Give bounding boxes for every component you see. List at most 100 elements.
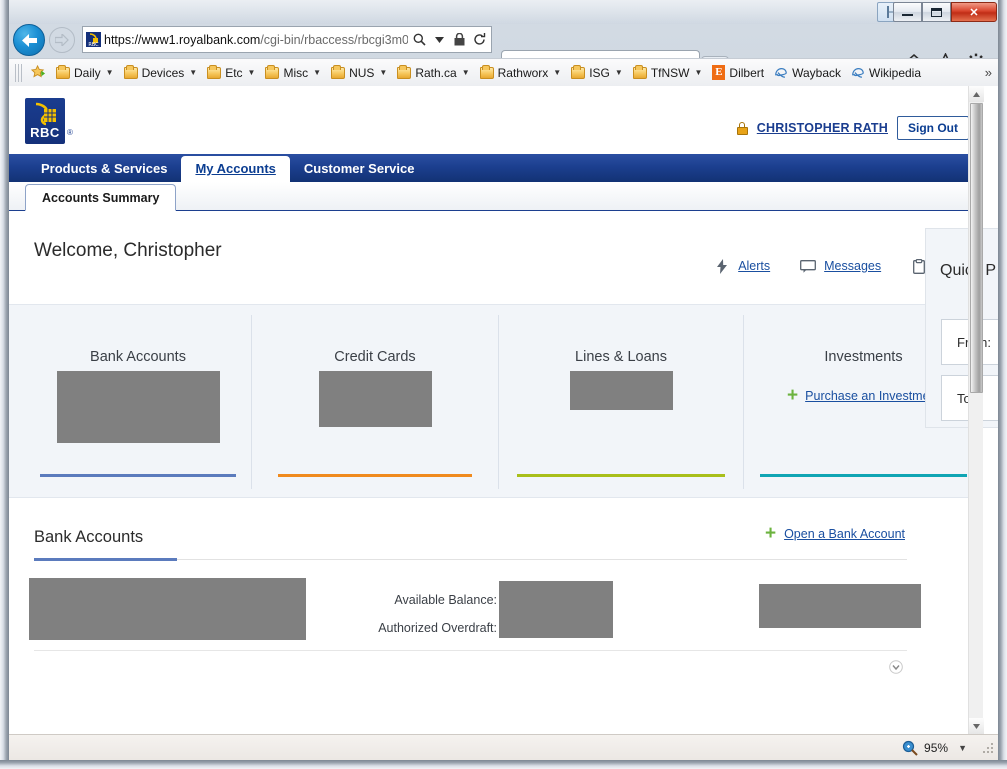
redacted-value — [318, 371, 432, 427]
lock-icon — [736, 121, 748, 135]
rbc-lion-shield-icon — [35, 102, 56, 126]
welcome-strip: Welcome, Christopher Alerts — [9, 211, 983, 304]
quick-link-messages[interactable]: Messages — [800, 258, 881, 274]
plus-icon: + — [764, 523, 777, 544]
tab-accounts-summary[interactable]: Accounts Summary — [25, 184, 177, 211]
zoom-control[interactable]: 95% ▼ — [902, 740, 981, 756]
chevron-down-icon: ▼ — [379, 68, 388, 77]
status-bar: 95% ▼ — [9, 734, 998, 760]
card-title: Credit Cards — [334, 349, 416, 365]
scrollbar-thumb[interactable] — [970, 103, 983, 393]
nav-item-customer-service[interactable]: Customer Service — [303, 161, 415, 176]
purchase-investment-link[interactable]: Purchase an Investment — [805, 389, 940, 403]
scroll-up-button[interactable] — [969, 86, 984, 102]
card-accent-rule — [517, 474, 725, 477]
chevron-down-icon: ▼ — [553, 68, 562, 77]
nav-item-products-services[interactable]: Products & Services — [41, 161, 168, 176]
back-button[interactable] — [13, 24, 45, 56]
favorite-label: Wikipedia — [869, 65, 922, 80]
window-controls: ✕ — [893, 2, 997, 22]
favorite-label: Rath.ca — [415, 65, 457, 80]
summary-card-investments[interactable]: Investments + Purchase an Investment — [744, 315, 983, 489]
page-scrollbar[interactable] — [968, 86, 984, 734]
page-viewport: RBC ® CHRISTOPHER RATH Sign Out Products… — [9, 86, 998, 734]
favorite-item-misc[interactable]: Misc ▼ — [260, 62, 326, 84]
row-divider — [34, 650, 907, 651]
page-content: RBC ® CHRISTOPHER RATH Sign Out Products… — [9, 86, 998, 734]
redacted-value — [56, 371, 220, 443]
available-balance-label: Available Balance: — [394, 593, 497, 607]
favorite-label: NUS — [349, 65, 375, 80]
address-refresh-icon[interactable] — [471, 30, 488, 49]
open-bank-account-link-wrap[interactable]: + Open a Bank Account — [764, 523, 905, 544]
forward-arrow-icon — [55, 34, 69, 46]
plus-icon: + — [787, 385, 799, 406]
favorite-item-etc[interactable]: Etc ▼ — [202, 62, 260, 84]
window-border-right — [998, 0, 1007, 769]
registered-mark: ® — [67, 128, 73, 137]
favorite-add-icon-item[interactable] — [26, 62, 51, 84]
chevron-down-icon[interactable] — [889, 660, 903, 674]
summary-card-credit-cards[interactable]: Credit Cards — [252, 315, 499, 489]
alerts-link[interactable]: Alerts — [738, 259, 771, 273]
scroll-down-button[interactable] — [969, 718, 984, 734]
favorite-label: Dilbert — [729, 65, 765, 80]
favorite-item-devices[interactable]: Devices ▼ — [119, 62, 203, 84]
card-accent-rule — [278, 474, 472, 477]
rbc-wordmark: RBC — [30, 125, 60, 140]
close-button[interactable]: ✕ — [951, 2, 997, 22]
table-row[interactable]: Available Balance: Authorized Overdraft: — [9, 566, 921, 651]
purchase-investment-link-wrap[interactable]: + Purchase an Investment — [787, 385, 940, 406]
card-title: Lines & Loans — [575, 349, 667, 365]
favorite-item-rathworx[interactable]: Rathworx ▼ — [475, 62, 567, 84]
maximize-icon — [931, 7, 942, 17]
card-accent-rule — [760, 474, 967, 477]
bolt-icon — [714, 258, 730, 274]
address-bar[interactable]: RBC https://www1.royalbank.com/cgi-bin/r… — [82, 26, 492, 53]
chevron-down-icon[interactable]: ▼ — [958, 742, 967, 753]
favorite-label: Etc — [225, 65, 243, 80]
favorite-item-wikipedia[interactable]: Wikipedia — [846, 62, 926, 84]
open-bank-account-link[interactable]: Open a Bank Account — [784, 527, 905, 541]
card-title: Bank Accounts — [90, 349, 186, 365]
quick-link-alerts[interactable]: Alerts — [714, 258, 770, 274]
maximize-button[interactable] — [922, 2, 951, 22]
navigation-row: RBC https://www1.royalbank.com/cgi-bin/r… — [9, 22, 998, 80]
folder-icon — [571, 64, 586, 79]
favorite-item-daily[interactable]: Daily ▼ — [51, 62, 119, 84]
sign-out-button[interactable]: Sign Out — [897, 116, 969, 140]
summary-card-bank-accounts[interactable]: Bank Accounts — [25, 315, 252, 489]
favorite-item-dilbert[interactable]: E Dilbert — [707, 62, 769, 84]
favorite-label: Rathworx — [497, 65, 549, 80]
favorites-bar-grip[interactable] — [15, 63, 23, 82]
nav-item-my-accounts[interactable]: My Accounts — [181, 156, 290, 182]
favorite-label: Daily — [74, 65, 101, 80]
title-bar: ✕ — [0, 0, 1007, 24]
favorite-item-rath-ca[interactable]: Rath.ca ▼ — [392, 62, 474, 84]
resize-grip[interactable] — [981, 740, 995, 755]
favorite-item-tfnsw[interactable]: TfNSW ▼ — [628, 62, 708, 84]
ie-icon — [775, 67, 787, 78]
page-title: Welcome, Christopher — [34, 240, 222, 261]
favorites-overflow-icon[interactable]: » — [984, 65, 992, 80]
forward-button[interactable] — [49, 27, 75, 53]
address-dropdown-icon[interactable] — [431, 30, 448, 49]
zoom-icon — [902, 740, 918, 756]
zoom-level: 95% — [924, 740, 949, 755]
user-name-link[interactable]: CHRISTOPHER RATH — [756, 121, 888, 135]
folder-icon — [265, 64, 280, 79]
rbc-logo[interactable]: RBC — [25, 98, 65, 144]
e-orange-icon: E — [712, 65, 726, 80]
account-summary-cards: Bank Accounts Credit Cards Lines & Loans… — [9, 304, 983, 498]
messages-link[interactable]: Messages — [824, 259, 882, 273]
summary-card-lines-loans[interactable]: Lines & Loans — [499, 315, 744, 489]
favorite-label: Wayback — [792, 65, 841, 80]
address-search-icon[interactable] — [411, 30, 428, 49]
favorite-item-isg[interactable]: ISG ▼ — [566, 62, 628, 84]
minimize-button[interactable] — [893, 2, 922, 22]
address-text: https://www1.royalbank.com/cgi-bin/rbacc… — [104, 32, 408, 47]
card-accent-rule — [40, 474, 236, 477]
section-accent-underline — [34, 558, 177, 561]
favorite-item-nus[interactable]: NUS ▼ — [326, 62, 392, 84]
favorite-item-wayback[interactable]: Wayback — [769, 62, 846, 84]
